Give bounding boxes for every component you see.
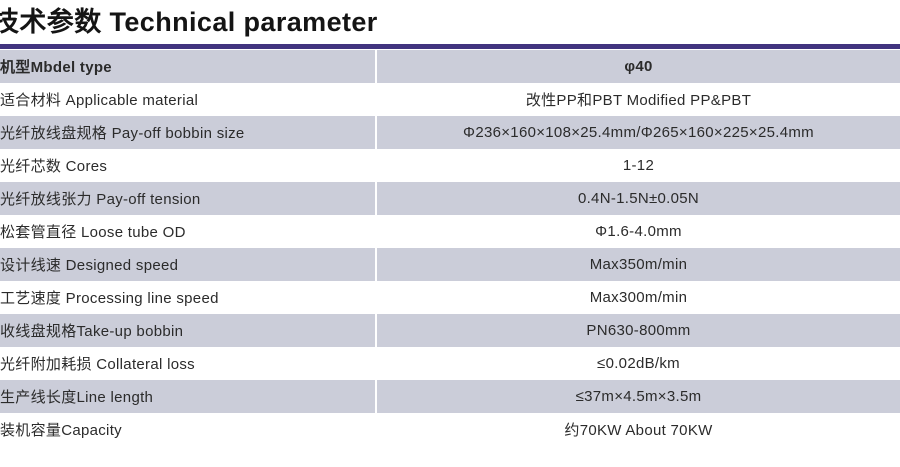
row-label: 生产线长度Line length bbox=[0, 379, 375, 413]
row-label: 松套管直径 Loose tube OD bbox=[0, 214, 375, 248]
row-value: PN630-800mm bbox=[375, 313, 900, 347]
row-label: 适合材料 Applicable material bbox=[0, 82, 375, 116]
row-label: 光纤附加耗损 Collateral loss bbox=[0, 346, 375, 380]
table-row: 松套管直径 Loose tube OD Φ1.6-4.0mm bbox=[0, 214, 900, 248]
row-value: 1-12 bbox=[375, 148, 900, 182]
row-label: 收线盘规格Take-up bobbin bbox=[0, 313, 375, 347]
row-label: 装机容量Capacity bbox=[0, 412, 375, 446]
row-label: 机型Mbdel type bbox=[0, 49, 375, 83]
row-label: 光纤放线张力 Pay-off tension bbox=[0, 181, 375, 215]
table-row: 光纤芯数 Cores 1-12 bbox=[0, 148, 900, 182]
row-label: 光纤芯数 Cores bbox=[0, 148, 375, 182]
row-value: ≤0.02dB/km bbox=[375, 346, 900, 380]
row-value: 改性PP和PBT Modified PP&PBT bbox=[375, 82, 900, 116]
row-value: 约70KW About 70KW bbox=[375, 412, 900, 446]
table-row: 生产线长度Line length ≤37m×4.5m×3.5m bbox=[0, 379, 900, 413]
spec-table: 机型Mbdel type φ40 适合材料 Applicable material 改… bbox=[0, 49, 900, 446]
page-title: 技术参数 Technical parameter bbox=[0, 7, 378, 37]
row-value: Φ236×160×108×25.4mm/Φ265×160×225×25.4mm bbox=[375, 115, 900, 149]
table-row: 机型Mbdel type φ40 bbox=[0, 49, 900, 83]
table-row: 光纤附加耗损 Collateral loss ≤0.02dB/km bbox=[0, 346, 900, 380]
row-value: 0.4N-1.5N±0.05N bbox=[375, 181, 900, 215]
row-value: φ40 bbox=[375, 49, 900, 83]
row-value: Φ1.6-4.0mm bbox=[375, 214, 900, 248]
table-row: 装机容量Capacity 约70KW About 70KW bbox=[0, 412, 900, 446]
table-row: 光纤放线张力 Pay-off tension 0.4N-1.5N±0.05N bbox=[0, 181, 900, 215]
row-value: Max300m/min bbox=[375, 280, 900, 314]
table-row: 光纤放线盘规格 Pay-off bobbin size Φ236×160×108×… bbox=[0, 115, 900, 149]
table-row: 工艺速度 Processing line speed Max300m/min bbox=[0, 280, 900, 314]
row-label: 工艺速度 Processing line speed bbox=[0, 280, 375, 314]
table-row: 适合材料 Applicable material 改性PP和PBT Modifie… bbox=[0, 82, 900, 116]
spec-table-body: 机型Mbdel type φ40 适合材料 Applicable material 改… bbox=[0, 49, 900, 446]
row-value: Max350m/min bbox=[375, 247, 900, 281]
table-row: 设计线速 Designed speed Max350m/min bbox=[0, 247, 900, 281]
row-label: 光纤放线盘规格 Pay-off bobbin size bbox=[0, 115, 375, 149]
row-value: ≤37m×4.5m×3.5m bbox=[375, 379, 900, 413]
title-underline-rule bbox=[0, 43, 900, 49]
table-row: 收线盘规格Take-up bobbin PN630-800mm bbox=[0, 313, 900, 347]
row-label: 设计线速 Designed speed bbox=[0, 247, 375, 281]
